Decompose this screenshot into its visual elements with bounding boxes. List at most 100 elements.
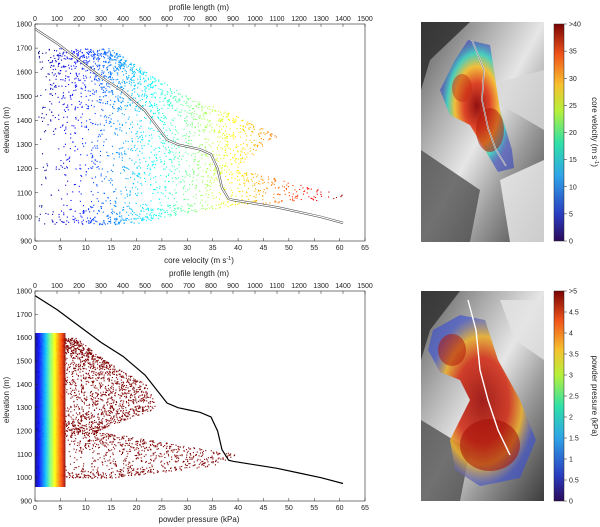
data-point (106, 52, 108, 54)
data-point (85, 48, 87, 50)
data-point (160, 453, 162, 455)
data-point (85, 368, 87, 370)
data-point (101, 83, 103, 85)
data-point (204, 112, 206, 114)
data-point (84, 360, 86, 362)
data-point (258, 180, 260, 182)
data-point (236, 128, 238, 130)
data-point (92, 472, 94, 474)
data-point (164, 195, 166, 197)
data-point (143, 470, 145, 473)
data-point (179, 446, 181, 448)
data-point (219, 141, 221, 143)
data-point (105, 425, 107, 428)
data-point (176, 207, 178, 209)
data-point (219, 131, 221, 133)
data-point (142, 397, 144, 399)
data-point (228, 118, 230, 120)
data-point (123, 165, 125, 167)
data-point (69, 347, 71, 349)
data-point (156, 470, 158, 472)
data-point (112, 370, 114, 372)
data-point (195, 105, 197, 107)
data-point (128, 439, 130, 441)
data-point (144, 387, 146, 389)
data-point (236, 115, 238, 118)
data-point (67, 109, 69, 111)
velocity-elevation-plot: 0 5 10 15 20 25 30 35 40 45 50 55 60 6590010001100120… (2, 3, 373, 265)
data-point (91, 393, 93, 395)
data-point (173, 117, 175, 119)
data-point (163, 104, 165, 106)
data-point (97, 53, 99, 55)
data-point (199, 144, 201, 146)
data-point (75, 355, 77, 357)
data-point (169, 169, 171, 171)
data-point (155, 455, 157, 457)
data-point (129, 69, 131, 71)
data-point (130, 78, 132, 80)
data-point (178, 155, 180, 157)
data-point (164, 180, 166, 182)
data-point (130, 212, 132, 214)
data-point (72, 476, 74, 478)
data-point (199, 103, 201, 105)
data-point (89, 439, 91, 441)
data-point (125, 153, 127, 155)
data-point (135, 443, 137, 445)
data-point (81, 389, 83, 391)
data-point (209, 120, 211, 122)
data-point (72, 346, 74, 348)
data-point (279, 194, 281, 196)
data-point (84, 87, 87, 89)
data-point (217, 160, 219, 162)
data-point (75, 370, 77, 372)
data-point (88, 407, 90, 409)
data-point (211, 110, 213, 112)
data-point (49, 109, 51, 111)
data-point (164, 97, 166, 100)
data-point (240, 157, 242, 160)
data-point (212, 462, 214, 464)
data-point (95, 374, 98, 376)
data-point (97, 60, 99, 62)
data-point (72, 349, 75, 351)
data-point (103, 404, 105, 406)
data-point (101, 88, 103, 90)
data-point (109, 59, 111, 61)
data-point (143, 171, 145, 174)
data-point (104, 387, 106, 389)
data-point (191, 139, 193, 142)
data-point (80, 55, 82, 57)
data-point (81, 427, 83, 429)
data-point (126, 167, 128, 169)
data-point (77, 358, 79, 360)
data-point (74, 82, 76, 84)
data-point (94, 63, 96, 65)
data-point (84, 358, 87, 360)
x-tick-label: 20 (133, 245, 141, 252)
data-point (259, 183, 261, 185)
data-point (55, 86, 57, 88)
data-point (222, 116, 224, 118)
data-point (121, 385, 123, 387)
data-point (108, 65, 110, 67)
data-point (179, 98, 181, 100)
data-point (70, 394, 72, 396)
data-point (220, 119, 222, 121)
data-point (63, 116, 65, 118)
data-point (220, 158, 222, 160)
data-point (171, 456, 173, 458)
data-point (170, 445, 172, 448)
data-point (144, 93, 146, 95)
data-point (193, 135, 195, 137)
data-point (69, 338, 71, 340)
data-point (104, 52, 106, 54)
data-point (45, 178, 47, 180)
data-point (63, 221, 65, 223)
data-point (87, 417, 89, 419)
data-point (88, 446, 90, 448)
data-point (199, 102, 201, 104)
data-point (100, 115, 102, 117)
data-point (81, 391, 83, 393)
